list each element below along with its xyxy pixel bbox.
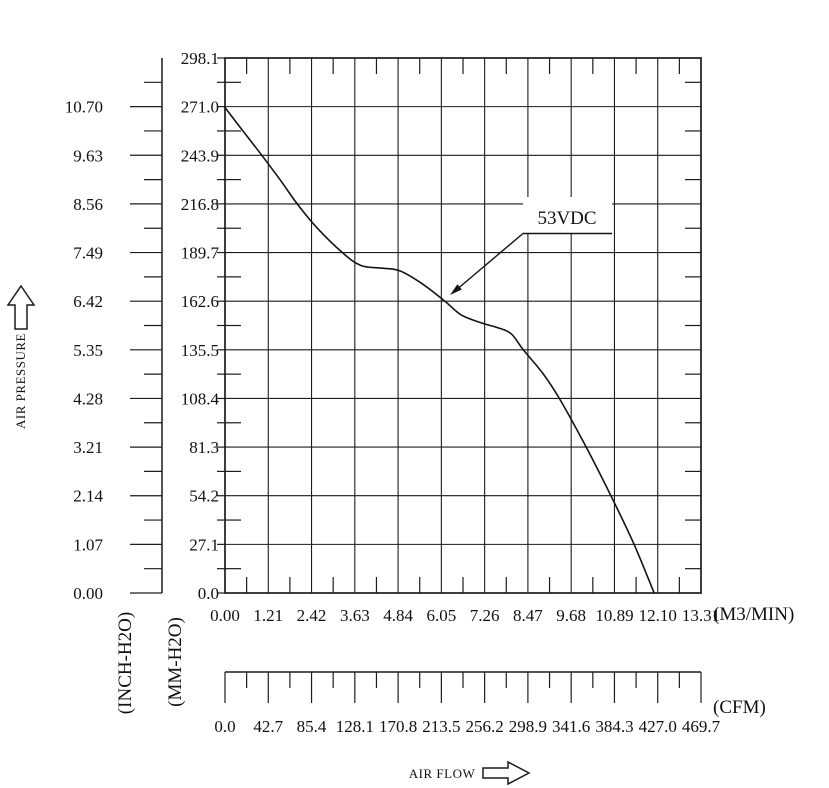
m3min-axis: 0.00 1.21 2.42 3.63 4.84 6.05 7.26 8.47 9.68 10.8…: [210, 606, 720, 625]
fan-curve-53vdc: [224, 106, 655, 594]
y-axis-unit-inch-h2o: (INCH-H2O): [115, 612, 136, 714]
annotation-box: [523, 197, 612, 233]
inch-h2o-tick-label: 6.42: [73, 292, 103, 311]
mm-h2o-tick-label: 135.5: [181, 341, 219, 360]
inch-h2o-tick-label: 7.49: [73, 244, 103, 263]
m3min-tick-label: 3.63: [340, 606, 370, 625]
mm-h2o-tick-label: 271.0: [181, 98, 219, 117]
cfm-tick-label: 128.1: [336, 717, 374, 736]
m3min-tick-label: 2.42: [297, 606, 327, 625]
m3min-tick-label: 0.00: [210, 606, 240, 625]
inner-minor-ticks: [225, 58, 701, 593]
m3min-tick-label: 10.89: [595, 606, 633, 625]
mm-h2o-tick-label: 189.7: [181, 244, 220, 263]
inch-h2o-tick-label: 10.70: [65, 98, 103, 117]
y-axis-title: AIR PRESSURE: [13, 333, 28, 429]
inch-h2o-tick-label: 8.56: [73, 195, 103, 214]
inch-h2o-tick-label: 2.14: [73, 487, 103, 506]
y-axis-unit-mm-h2o: (MM-H2O): [165, 617, 186, 707]
m3min-tick-label: 8.47: [513, 606, 543, 625]
mm-h2o-tick-label: 108.4: [181, 389, 220, 408]
mm-h2o-tick-label: 216.8: [181, 195, 219, 214]
m3min-tick-label: 4.84: [383, 606, 413, 625]
cfm-tick-label: 170.8: [379, 717, 417, 736]
inch-h2o-tick-label: 3.21: [73, 438, 103, 457]
mm-h2o-tick-label: 27.1: [189, 535, 219, 554]
mm-h2o-tick-label: 54.2: [189, 487, 219, 506]
inch-h2o-tick-label: 1.07: [73, 535, 103, 554]
m3min-tick-label: 12.10: [639, 606, 677, 625]
m3min-tick-label: 9.68: [556, 606, 586, 625]
cfm-tick-label: 469.7: [682, 717, 721, 736]
inch-h2o-tick-label: 4.28: [73, 389, 103, 408]
mm-h2o-tick-label: 0.0: [198, 584, 219, 603]
inch-h2o-tick-label: 9.63: [73, 146, 103, 165]
m3min-tick-label: 7.26: [470, 606, 500, 625]
x-axis-unit-cfm: (CFM): [713, 697, 766, 718]
mm-h2o-tick-label: 298.1: [181, 49, 219, 68]
fan-curve-layer: [224, 106, 655, 594]
mm-h2o-tick-label: 81.3: [189, 438, 219, 457]
inch-h2o-tick-label: 5.35: [73, 341, 103, 360]
mm-h2o-tick-label: 243.9: [181, 146, 219, 165]
annotation-leader-line: [454, 232, 524, 292]
cfm-tick-label: 384.3: [595, 717, 633, 736]
inch-h2o-ruler: 0.00 1.07 2.14 3.21 4.28 5.35 6.42 7.49 8.56 9.63…: [65, 58, 163, 603]
cfm-tick-label: 85.4: [297, 717, 327, 736]
cfm-tick-label: 256.2: [466, 717, 504, 736]
x-axis-unit-m3min: (M3/MIN): [713, 604, 794, 625]
m3min-tick-label: 6.05: [426, 606, 456, 625]
annotation-arrowhead-icon: [450, 284, 462, 295]
cfm-tick-label: 0.0: [214, 717, 235, 736]
cfm-ruler: 0.0 42.7 85.4 128.1 170.8 213.5 256.2 298.9 341.…: [214, 671, 721, 736]
m3min-tick-label: 1.21: [253, 606, 283, 625]
plot-frame: [224, 57, 702, 594]
cfm-tick-label: 427.0: [639, 717, 677, 736]
annotation-53vdc: 53VDC: [450, 197, 612, 295]
inch-h2o-tick-label: 0.00: [73, 584, 103, 603]
cfm-tick-label: 341.6: [552, 717, 590, 736]
annotation-label: 53VDC: [537, 208, 596, 229]
x-axis-title: AIR FLOW: [409, 766, 476, 781]
cfm-tick-label: 298.9: [509, 717, 547, 736]
mm-h2o-tick-label: 162.6: [181, 292, 219, 311]
up-arrow-icon: [6, 284, 36, 330]
cfm-tick-label: 213.5: [422, 717, 460, 736]
right-arrow-icon: [482, 760, 531, 786]
cfm-tick-label: 42.7: [253, 717, 283, 736]
mm-h2o-axis: 0.0 27.1 54.2 81.3 108.4 135.5 162.6 189.7 216.8…: [181, 49, 225, 603]
grid-lines: [225, 58, 701, 593]
m3min-tick-label: 13.31: [682, 606, 720, 625]
